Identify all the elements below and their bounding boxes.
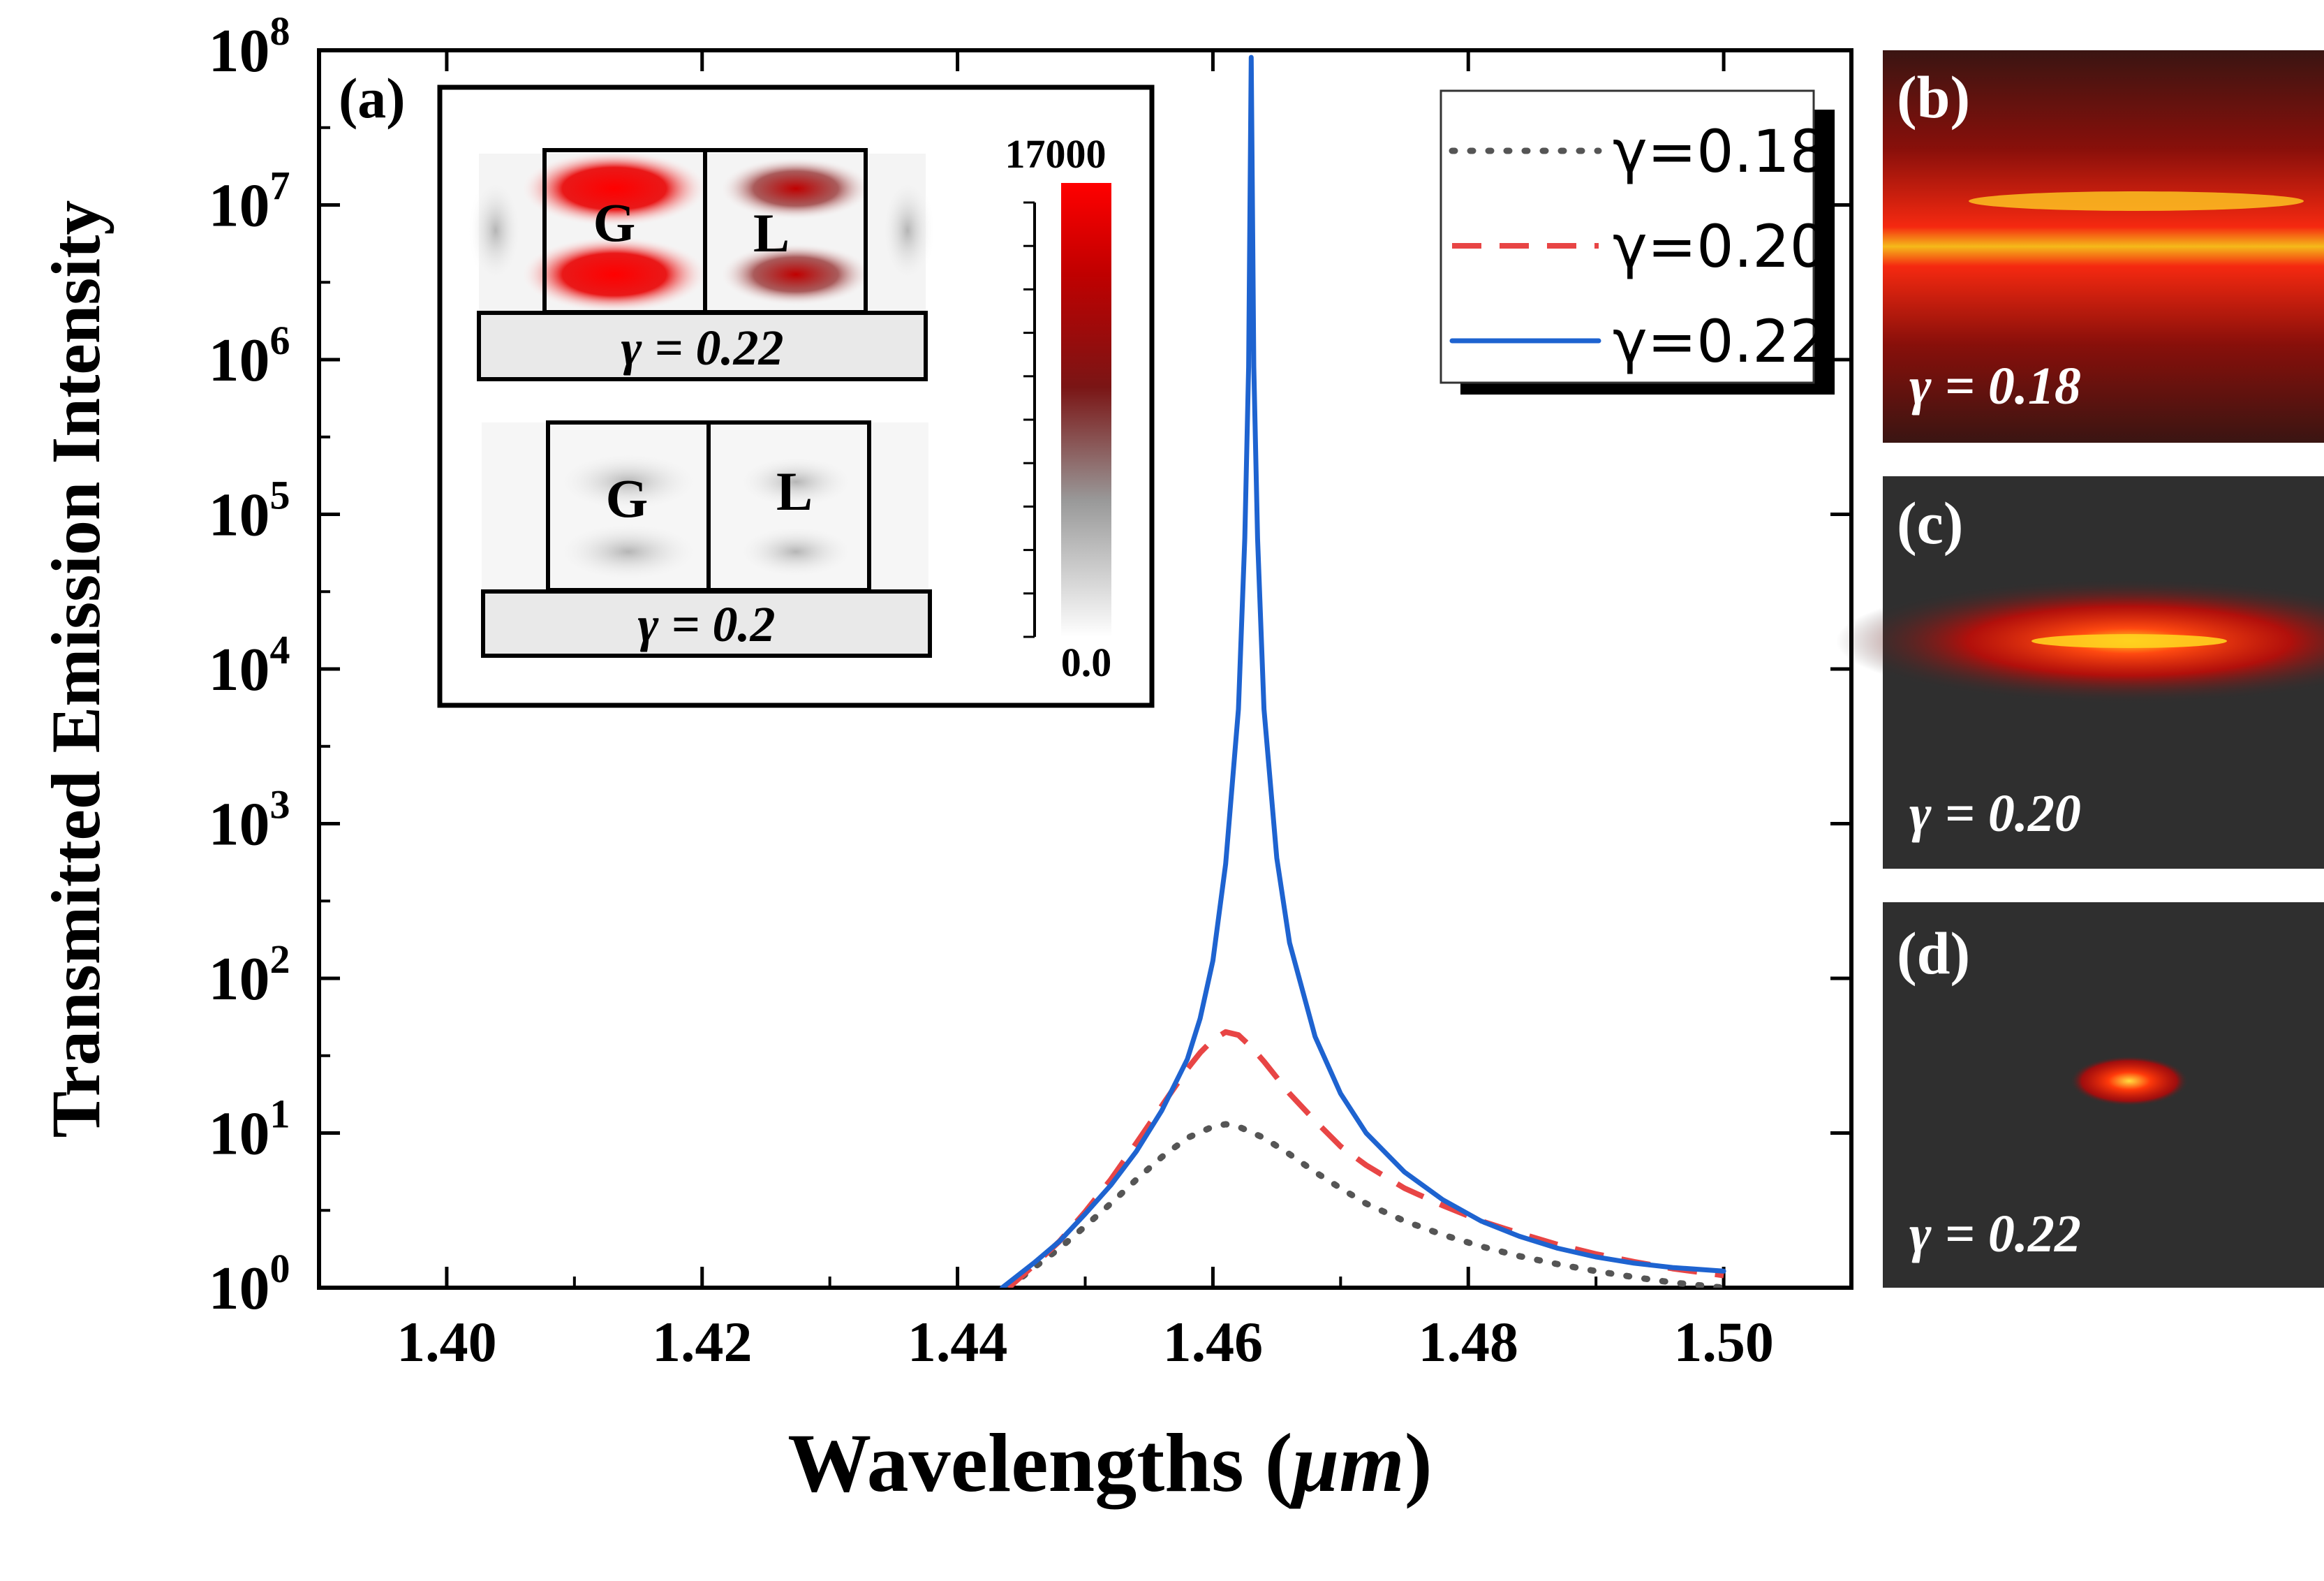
panel-label-b: (b) [1897,64,1970,131]
series-layer [1000,54,1727,1288]
cell-label-l-bottom: L [776,461,813,522]
colorbar: 17000 0.0 [1005,131,1112,685]
cell-label-g-bottom: G [606,468,649,529]
field-map-bottom: G L γ = 0.2 [481,420,932,658]
inset-a: G L γ = 0.22 G L γ = 0.2 17000 0.0 [437,84,1155,708]
x-tick-label: 1.40 [397,1310,497,1374]
y-tick-label: 108 [209,8,290,85]
x-tick-label: 1.48 [1419,1310,1519,1374]
legend: γ=0.18 γ=0.20 γ=0.22 [1439,89,1835,395]
cell-label-l-top: L [753,203,790,263]
colorbar-max-label: 17000 [1005,131,1107,177]
y-tick-label: 104 [209,627,290,704]
y-tick-label: 106 [209,318,290,395]
panel-c: (c) γ = 0.20 [1836,476,2324,869]
x-tick-label: 1.44 [908,1310,1008,1374]
series-line-0 [1005,1121,1727,1288]
panel-label-a: (a) [339,66,406,130]
y-tick-label: 107 [209,163,290,240]
legend-label-0: γ=0.18 [1613,117,1827,186]
x-axis-label: Wavelengths (μm) [787,1416,1432,1510]
x-tick-label: 1.42 [652,1310,753,1374]
x-tick-label: 1.50 [1673,1310,1774,1374]
x-axis: 1.40 1.42 1.44 1.46 1.48 1.50 [397,50,1774,1374]
panel-b: (b) γ = 0.18 [1883,50,2324,443]
legend-label-1: γ=0.20 [1613,212,1827,281]
panel-label-d: (d) [1897,920,1970,987]
panel-b-gamma: γ = 0.18 [1909,357,2081,416]
panel-c-gamma: γ = 0.20 [1909,784,2081,843]
y-axis: 100 101 102 103 104 105 106 107 108 [209,8,1851,1323]
panel-d: (d) γ = 0.22 [1883,902,2324,1288]
y-tick-label: 103 [209,782,290,859]
y-axis-label: Transmitted Emission Intensity [37,200,114,1138]
y-tick-label: 101 [209,1091,290,1168]
y-tick-label: 100 [209,1246,290,1323]
series-line-2 [1000,54,1726,1288]
series-line-1 [1007,1029,1724,1288]
y-tick-label: 105 [209,473,290,550]
panel-d-gamma: γ = 0.22 [1909,1205,2081,1263]
gamma-label-bottom: γ = 0.2 [638,596,776,652]
cell-label-g-top: G [593,192,636,253]
y-tick-label: 102 [209,936,290,1013]
panel-label-c: (c) [1897,490,1963,557]
legend-label-2: γ=0.22 [1613,307,1827,376]
colorbar-min-label: 0.0 [1061,640,1112,685]
x-tick-label: 1.46 [1163,1310,1264,1374]
field-map-top: G L γ = 0.22 [468,148,935,381]
gamma-label-top: γ = 0.22 [621,320,784,376]
